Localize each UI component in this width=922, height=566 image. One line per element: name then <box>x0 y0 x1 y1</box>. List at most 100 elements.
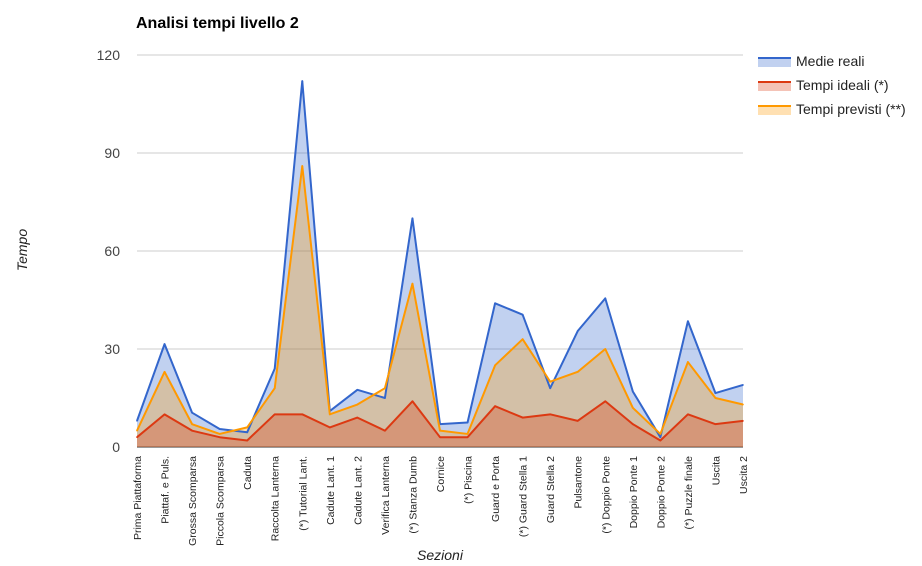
data-point <box>659 433 662 435</box>
area-2 <box>137 166 743 448</box>
data-point <box>439 436 441 439</box>
x-category-label: Caduta <box>242 456 254 490</box>
data-point <box>521 313 524 316</box>
legend-label: Medie reali <box>796 53 864 69</box>
gridlines <box>137 54 743 448</box>
data-point <box>494 302 496 305</box>
data-point <box>466 421 469 424</box>
data-point <box>576 371 579 373</box>
data-point <box>604 297 607 300</box>
y-tick-label: 60 <box>104 243 120 259</box>
data-point <box>136 420 138 422</box>
series-line-0 <box>136 80 744 439</box>
data-point <box>191 429 193 432</box>
data-point <box>384 387 386 390</box>
x-category-label: Cadute Lant. 1 <box>325 456 337 525</box>
data-point <box>494 405 496 407</box>
x-category-label: (*) Tutorial Lant. <box>297 456 309 531</box>
x-category-label: (*) Stanza Dumb <box>407 456 419 534</box>
data-point <box>411 217 414 220</box>
series-line-2 <box>136 165 744 435</box>
y-axis-ticks: 0 30 60 90 120 <box>97 47 121 455</box>
legend-label: Tempi previsti (**) <box>796 101 906 117</box>
data-point <box>411 282 414 285</box>
data-point <box>163 343 166 345</box>
x-category-label: Grossa Scomparsa <box>187 456 199 546</box>
data-point <box>246 426 248 429</box>
x-category-label: Verifica Lanterna <box>380 456 392 535</box>
x-category-label: Uscita 2 <box>738 456 750 494</box>
y-tick-label: 0 <box>112 439 120 455</box>
data-point <box>604 348 607 350</box>
x-category-label: Uscita <box>710 456 722 485</box>
x-category-label: Cadute Lant. 2 <box>352 456 364 525</box>
data-point <box>714 423 717 425</box>
data-point <box>714 397 717 399</box>
data-point <box>742 384 744 386</box>
data-point <box>549 380 551 383</box>
data-point <box>687 413 689 416</box>
x-category-label: Guard Stella 2 <box>545 456 557 523</box>
legend-swatch <box>758 106 791 115</box>
data-point <box>659 436 662 439</box>
data-point <box>742 420 744 422</box>
data-point <box>494 364 496 367</box>
data-point <box>356 416 359 419</box>
data-point <box>136 429 138 432</box>
data-point <box>687 320 689 323</box>
data-point <box>521 338 524 341</box>
data-point <box>329 426 331 429</box>
data-point <box>356 389 359 391</box>
data-point <box>632 423 634 425</box>
x-category-label: Doppio Ponte 2 <box>655 456 667 529</box>
data-point <box>549 387 551 390</box>
data-point <box>273 387 276 390</box>
data-point <box>576 330 579 332</box>
data-point <box>384 397 386 399</box>
x-category-label: Doppio Ponte 1 <box>628 456 640 529</box>
x-category-label: Piattaf. e Puls. <box>160 456 172 524</box>
data-point <box>218 428 221 430</box>
x-category-label: Raccolta Lanterna <box>270 456 282 541</box>
data-point <box>301 413 304 416</box>
x-axis-categories: Prima Piattaforma Piattaf. e Puls. Grossa … <box>132 456 750 546</box>
data-point <box>604 400 607 403</box>
data-point <box>301 165 304 167</box>
area-1 <box>137 401 743 447</box>
x-category-label: (*) Piscina <box>463 456 475 504</box>
data-point <box>439 429 441 432</box>
x-category-label: (*) Guard Stella 1 <box>518 456 530 537</box>
legend-swatch <box>758 58 791 67</box>
y-axis-title: Tempo <box>14 229 30 272</box>
y-tick-label: 120 <box>97 47 121 63</box>
x-axis-title: Sezioni <box>417 547 464 563</box>
area-0 <box>137 81 743 447</box>
data-point <box>356 403 359 406</box>
data-point <box>246 439 248 442</box>
series-areas <box>137 81 743 448</box>
data-point <box>191 411 193 414</box>
data-point <box>687 361 689 363</box>
chart-title: Analisi tempi livello 2 <box>136 15 299 32</box>
data-point <box>384 429 386 432</box>
data-point <box>273 413 276 416</box>
data-point <box>659 439 662 442</box>
data-point <box>136 436 138 439</box>
data-point <box>742 403 744 406</box>
data-point <box>632 407 634 409</box>
legend-swatch <box>758 82 791 91</box>
legend-label: Tempi ideali (*) <box>796 77 889 93</box>
data-point <box>549 413 551 416</box>
data-point <box>466 433 469 435</box>
data-point <box>576 420 579 422</box>
data-point <box>411 400 414 403</box>
x-category-label: (*) Puzzle finale <box>683 456 695 530</box>
data-point <box>714 392 717 394</box>
x-category-label: (*) Doppio Ponte <box>600 456 612 534</box>
data-point <box>273 367 276 370</box>
data-point <box>163 371 166 373</box>
data-point <box>466 436 469 439</box>
y-tick-label: 90 <box>104 145 120 161</box>
data-point <box>163 413 166 416</box>
y-tick-label: 30 <box>104 341 120 357</box>
